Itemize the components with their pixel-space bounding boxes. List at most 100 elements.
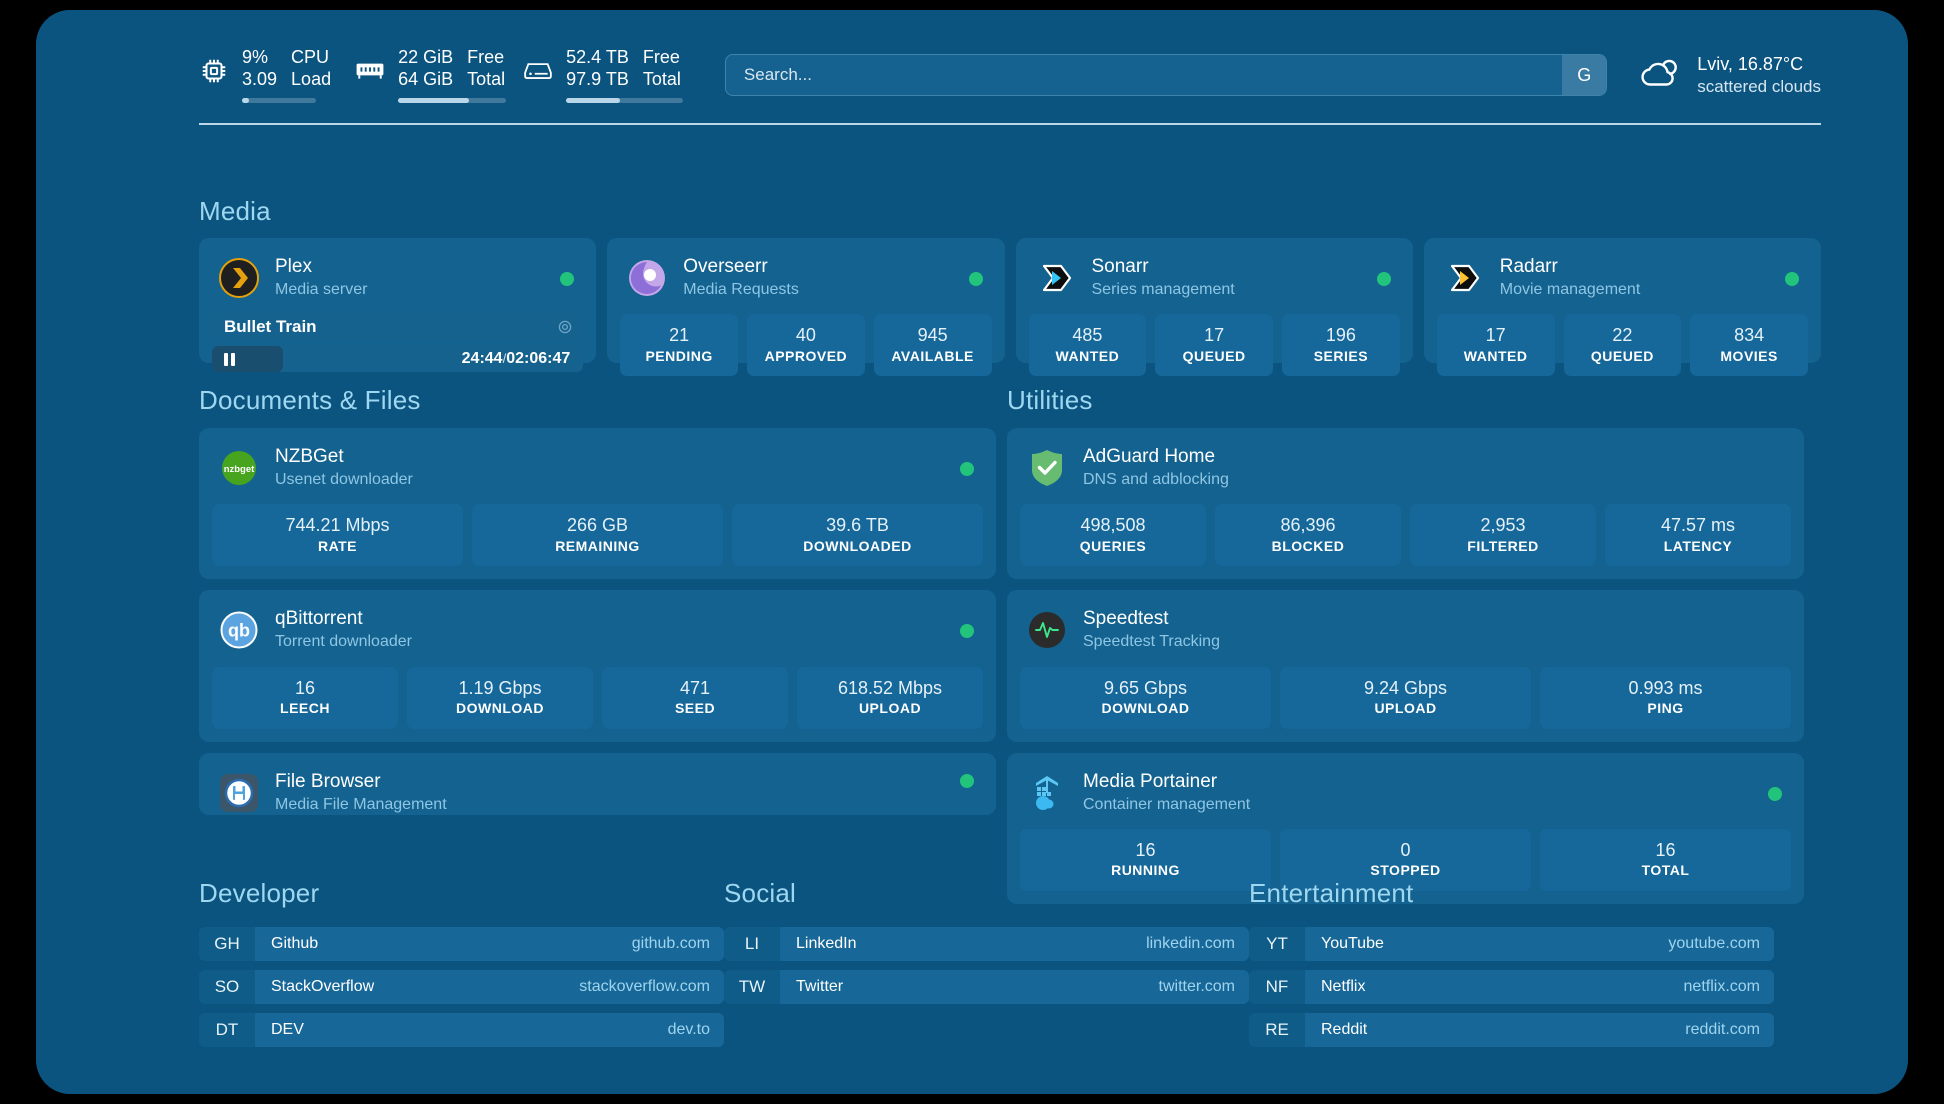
portainer-docker-icon [1027,773,1067,813]
bookmark-body[interactable]: DEV dev.to [255,1013,724,1047]
card-title: AdGuard Home [1083,446,1216,467]
card-subtitle: Speedtest Tracking [1083,633,1220,651]
bookmark-url: dev.to [667,1021,710,1038]
bookmark-item-dev[interactable]: DT DEV dev.to [199,1013,724,1047]
svg-text:qb: qb [228,621,250,641]
bookmark-body[interactable]: Netflix netflix.com [1305,970,1774,1004]
bookmark-list: GH Github github.com SO StackOverflow st… [199,927,724,1047]
stat-tile: 834 MOVIES [1690,314,1808,377]
svg-text:nzbget: nzbget [224,464,255,475]
bookmark-body[interactable]: Reddit reddit.com [1305,1013,1774,1047]
card-title: Sonarr [1091,256,1149,277]
card-title: Radarr [1499,256,1558,277]
service-card-plex[interactable]: Plex Media server Bullet Train [199,238,597,373]
bookmark-item-reddit[interactable]: RE Reddit reddit.com [1249,1013,1774,1047]
now-playing-title: Bullet Train [224,317,317,337]
bookmark-body[interactable]: StackOverflow stackoverflow.com [255,970,724,1004]
card-stats: 9.65 Gbps DOWNLOAD 9.24 Gbps UPLOAD 0.99… [1007,666,1804,742]
documents-column: nzbget NZBGet Usenet downloader 744.21 M… [199,428,996,815]
bookmark-name: LinkedIn [796,935,857,952]
search-bar[interactable]: Search... G [724,54,1608,96]
card-header: Sonarr Series management [1016,238,1413,314]
disk-free-value: 52.4 TB [566,47,629,68]
cpu-usage-percent: 9% [242,47,269,68]
card-subtitle: Usenet downloader [275,470,413,488]
card-header: qb qBittorrent Torrent downloader [199,590,996,666]
status-badge [1768,786,1782,801]
bookmark-item-stackoverflow[interactable]: SO StackOverflow stackoverflow.com [199,970,724,1004]
bookmark-abbr: NF [1249,970,1305,1004]
card-title: Plex [275,256,312,277]
status-badge [968,272,983,286]
service-card-media-portainer[interactable]: Media Portainer Container management 16 … [1007,752,1804,905]
service-card-adguard-home[interactable]: AdGuard Home DNS and adblocking 498,508 … [1007,428,1804,580]
cpu-chip-icon [199,56,229,86]
bookmark-abbr: YT [1249,927,1305,961]
bookmark-body[interactable]: Github github.com [255,927,724,961]
bookmark-item-linkedin[interactable]: LI LinkedIn linkedin.com [724,927,1249,961]
service-card-file-browser[interactable]: File Browser Media File Management [199,752,996,815]
stat-tile: 40 APPROVED [747,314,865,377]
bookmark-item-netflix[interactable]: NF Netflix netflix.com [1249,970,1774,1004]
service-card-nzbget[interactable]: nzbget NZBGet Usenet downloader 744.21 M… [199,428,996,580]
search-input[interactable]: Search... [743,65,812,84]
service-card-qbittorrent[interactable]: qb qBittorrent Torrent downloader 16 LEE… [199,590,996,742]
card-stats: 744.21 Mbps RATE 266 GB REMAINING 39.6 T… [199,504,996,579]
bookmark-url: github.com [631,935,710,952]
utilities-column: AdGuard Home DNS and adblocking 498,508 … [1007,428,1804,905]
adguard-shield-icon [1027,448,1067,488]
bookmark-name: Twitter [796,978,844,995]
service-card-radarr[interactable]: Radarr Movie management 17 WANTED 22 QUE… [1423,238,1821,377]
search-input-container[interactable]: Search... G [724,54,1608,96]
card-title: File Browser [275,770,381,792]
progress-fill [212,346,283,373]
card-subtitle: Media File Management [275,795,447,813]
plex-progress-bar[interactable]: 24:44/02:06:47 [212,346,584,373]
bookmark-name: Netflix [1321,978,1366,995]
card-stats: 17 WANTED 22 QUEUED 834 MOVIES [1424,314,1821,389]
bookmark-url: linkedin.com [1146,935,1235,952]
search-engine-button[interactable]: G [1562,55,1607,95]
speedtest-pulse-icon [1027,610,1067,650]
memory-labels: Free Total [467,47,506,89]
gear-icon[interactable] [557,319,573,335]
service-card-sonarr[interactable]: Sonarr Series management 485 WANTED 17 Q… [1015,238,1413,377]
bookmark-item-github[interactable]: GH Github github.com [199,927,724,961]
card-subtitle: Media Requests [683,280,799,298]
bookmark-name: YouTube [1321,935,1384,952]
bookmark-abbr: DT [199,1013,255,1047]
disk-labels: Free Total [642,47,681,89]
stat-tile: 17 WANTED [1436,314,1555,377]
stat-tile: 744.21 Mbps RATE [212,504,463,567]
bookmark-body[interactable]: LinkedIn linkedin.com [780,927,1249,961]
card-stats: 498,508 QUERIES 86,396 BLOCKED 2,953 FIL… [1007,504,1804,579]
memory-ram-icon [355,59,385,89]
memory-free-value: 22 GiB [398,47,454,68]
stat-tile: 0.993 ms PING [1540,666,1791,729]
card-header: AdGuard Home DNS and adblocking [1007,428,1804,504]
stat-tile: 498,508 QUERIES [1020,504,1206,567]
radarr-icon [1444,258,1484,298]
service-card-speedtest[interactable]: Speedtest Speedtest Tracking 9.65 Gbps D… [1007,590,1804,742]
bookmark-body[interactable]: YouTube youtube.com [1305,927,1774,961]
status-badge [960,462,974,476]
bookmark-body[interactable]: Twitter twitter.com [780,970,1249,1004]
filebrowser-icon [219,773,259,813]
hard-drive-icon [523,59,553,89]
card-stats: 16 RUNNING 0 STOPPED 16 TOTAL [1007,829,1804,904]
bookmark-item-youtube[interactable]: YT YouTube youtube.com [1249,927,1774,961]
weather-widget[interactable]: Lviv, 16.87°C scattered clouds [1637,52,1821,99]
bookmark-group-developer: Developer GH Github github.com SO StackO… [199,878,724,1047]
service-card-overseerr[interactable]: Overseerr Media Requests 21 PENDING 40 A… [607,238,1005,377]
bookmark-item-twitter[interactable]: TW Twitter twitter.com [724,970,1249,1004]
cpu-usage-bar [242,97,316,103]
header-stat-memory: 22 GiB 64 GiB Free Total [355,47,507,103]
bookmark-url: stackoverflow.com [579,978,710,995]
bookmark-name: StackOverflow [271,978,375,995]
pause-icon[interactable] [224,352,235,366]
card-subtitle: Movie management [1499,280,1641,298]
bookmark-url: youtube.com [1668,935,1760,952]
overseerr-icon [627,258,667,298]
stat-tile: 9.24 Gbps UPLOAD [1280,666,1531,729]
cpu-load-value: 3.09 [242,69,278,89]
